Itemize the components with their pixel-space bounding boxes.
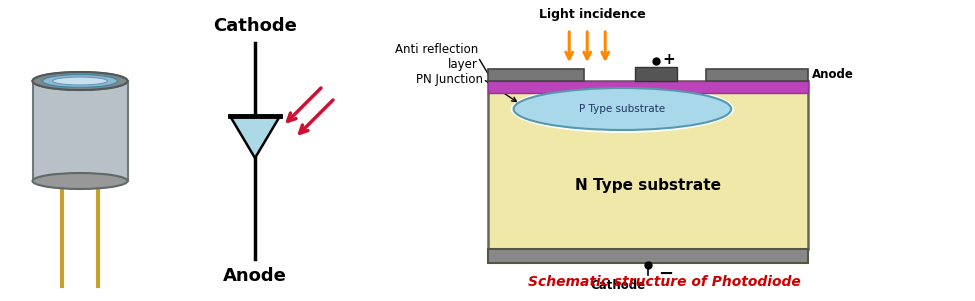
Ellipse shape <box>32 173 128 189</box>
Bar <box>33 81 128 181</box>
Text: Cathode: Cathode <box>591 279 645 292</box>
Ellipse shape <box>32 72 128 90</box>
Text: −: − <box>658 265 673 283</box>
Bar <box>635 67 677 81</box>
Ellipse shape <box>514 88 731 130</box>
Text: Anti reflection
layer: Anti reflection layer <box>395 43 478 71</box>
Text: Cathode: Cathode <box>214 17 297 35</box>
Text: PN Junction: PN Junction <box>416 73 483 85</box>
Text: +: + <box>662 51 675 67</box>
Text: P Type substrate: P Type substrate <box>579 104 666 114</box>
Ellipse shape <box>511 85 734 133</box>
Polygon shape <box>230 116 280 158</box>
Text: Schematic structure of Photodiode: Schematic structure of Photodiode <box>527 275 800 289</box>
Bar <box>706 69 808 81</box>
Text: Light incidence: Light incidence <box>539 8 645 21</box>
Ellipse shape <box>43 75 118 88</box>
Ellipse shape <box>32 72 128 90</box>
Text: Anode: Anode <box>812 69 854 82</box>
Text: Anode: Anode <box>223 267 287 285</box>
Bar <box>488 249 808 263</box>
Bar <box>488 81 808 249</box>
Ellipse shape <box>53 77 107 85</box>
Bar <box>488 81 808 93</box>
Bar <box>488 69 584 81</box>
Text: N Type substrate: N Type substrate <box>575 178 721 193</box>
